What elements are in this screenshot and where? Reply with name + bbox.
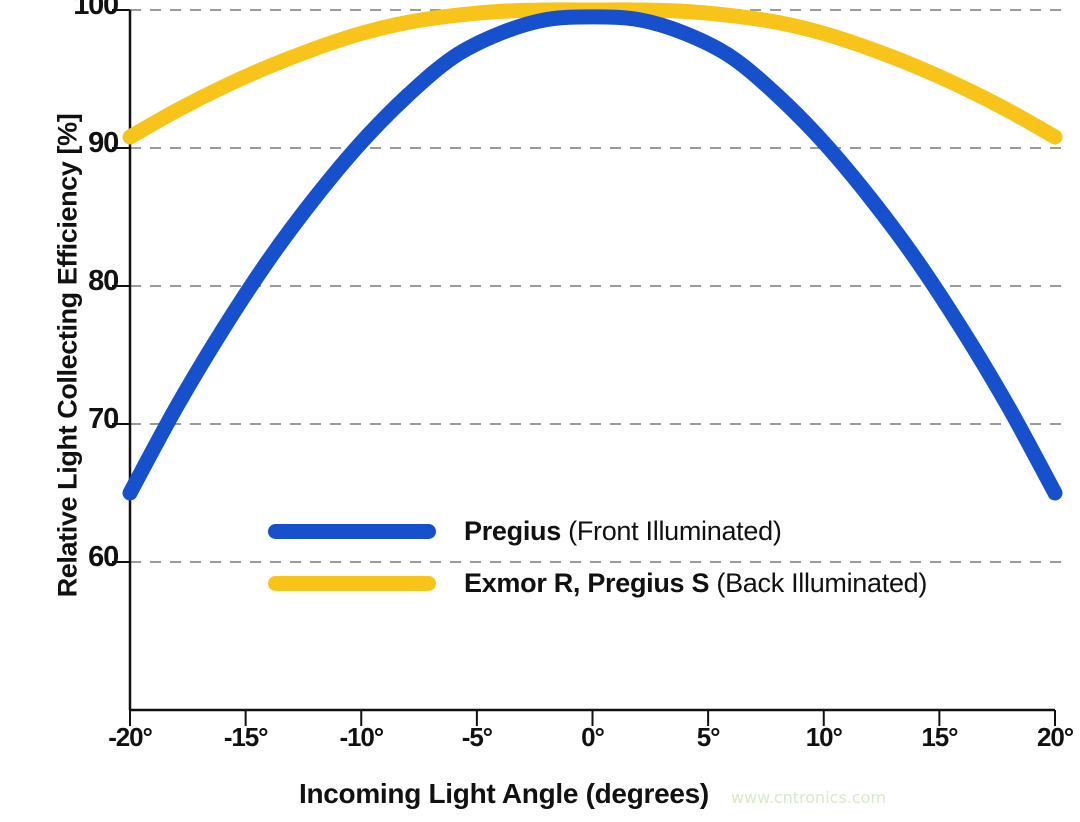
data-curve: [122, 2, 1063, 145]
x-axis-title-row: Incoming Light Angle (degrees) www.cntro…: [130, 778, 1055, 810]
data-curves-group: [122, 2, 1063, 501]
x-tick-label: -20°: [108, 722, 153, 752]
x-tick-label: 10°: [805, 722, 843, 752]
legend-series-qualifier: (Back Illuminated): [709, 567, 928, 598]
x-tick-label: 20°: [1036, 722, 1074, 752]
legend-series-name: Exmor R, Pregius S: [464, 567, 710, 598]
legend-series-name: Pregius: [464, 515, 561, 546]
x-tick-label: -5°: [461, 722, 493, 752]
legend-series-qualifier: (Front Illuminated): [560, 515, 782, 546]
x-tick-label: 0°: [581, 722, 605, 752]
legend-item: Pregius (Front Illuminated): [268, 505, 1028, 557]
axis-lines-group: [112, 9, 1056, 726]
y-tick-label: 90: [88, 127, 119, 159]
x-tick-label: 5°: [696, 722, 721, 752]
x-tick-label: -10°: [339, 722, 384, 752]
legend-label: Pregius (Front Illuminated): [464, 516, 782, 547]
legend-label: Exmor R, Pregius S (Back Illuminated): [464, 568, 927, 599]
y-tick-label: 60: [88, 541, 119, 573]
y-tick-label: 80: [88, 265, 119, 297]
y-tick-label: 100: [73, 0, 119, 21]
watermark-text: www.cntronics.com: [730, 788, 887, 807]
legend-swatch: [268, 523, 436, 539]
y-tick-label: 70: [88, 403, 119, 435]
legend-item: Exmor R, Pregius S (Back Illuminated): [268, 557, 1028, 609]
data-curve: [122, 9, 1063, 501]
chart-legend: Pregius (Front Illuminated) Exmor R, Preg…: [268, 505, 1028, 609]
x-axis-title: Incoming Light Angle (degrees): [298, 778, 709, 809]
x-tick-label: 15°: [921, 722, 958, 752]
x-tick-label: -15°: [223, 722, 269, 752]
legend-swatch: [268, 575, 436, 591]
gridlines-group: [130, 9, 1070, 563]
